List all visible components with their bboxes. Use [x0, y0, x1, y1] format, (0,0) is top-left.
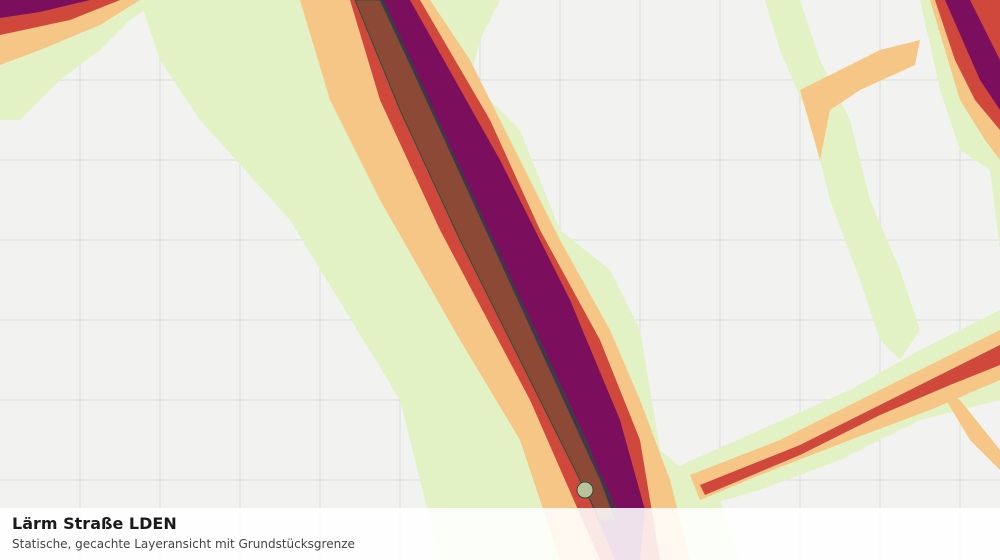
- layer-subtitle: Statische, gecachte Layeransicht mit Gru…: [12, 537, 355, 551]
- layer-caption: Lärm Straße LDEN Statische, gecachte Lay…: [0, 508, 1000, 560]
- parcel-marker: [576, 481, 594, 499]
- layer-title: Lärm Straße LDEN: [12, 514, 177, 533]
